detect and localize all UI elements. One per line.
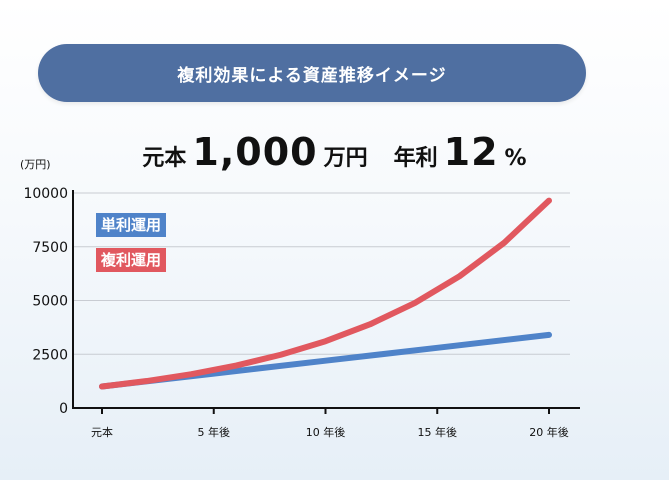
chart-title-banner: 複利効果による資産推移イメージ bbox=[38, 44, 586, 102]
rate-unit: % bbox=[504, 146, 527, 171]
banner-title: 複利効果による資産推移イメージ bbox=[177, 65, 447, 86]
series-line-compound bbox=[99, 197, 552, 390]
legend-compound-interest: 複利運用 bbox=[96, 248, 167, 272]
y-axis-label: (万円) bbox=[20, 158, 51, 171]
headline: 元本 1,000 万円 年利 12 % bbox=[0, 130, 669, 174]
rate-label: 年利 bbox=[393, 146, 438, 171]
y-tick-label: 5000 bbox=[32, 294, 68, 310]
legend-simple-interest: 単利運用 bbox=[96, 213, 167, 237]
x-tick-label: 15 年後 bbox=[418, 425, 458, 439]
y-tick-label: 7500 bbox=[32, 240, 68, 256]
y-tick-label: 2500 bbox=[32, 347, 68, 363]
x-tick-label: 元本 bbox=[91, 425, 113, 439]
principal-value: 1,000 bbox=[192, 130, 318, 174]
y-tick-label: 10000 bbox=[23, 186, 68, 202]
principal-unit: 万円 bbox=[323, 146, 368, 171]
x-tick-label: 20 年後 bbox=[529, 425, 569, 439]
rate-value: 12 bbox=[443, 130, 499, 174]
x-tick-label: 5 年後 bbox=[198, 425, 231, 439]
principal-label: 元本 bbox=[142, 146, 187, 171]
y-tick-label: 0 bbox=[59, 401, 68, 417]
x-tick-label: 10 年後 bbox=[306, 425, 346, 439]
